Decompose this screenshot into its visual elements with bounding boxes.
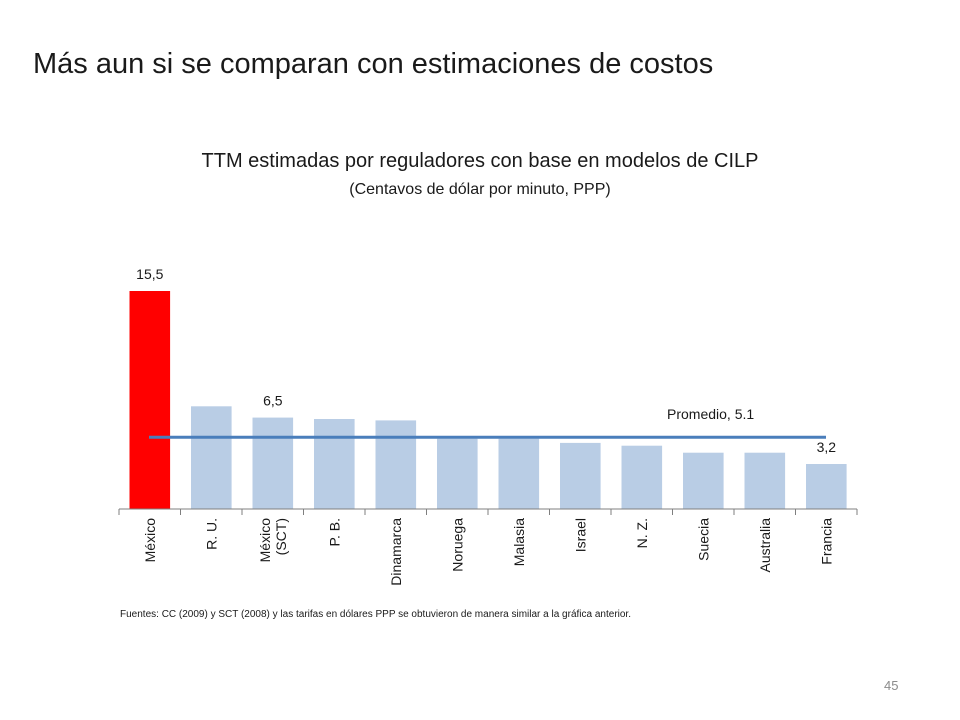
bar-10 <box>683 452 724 509</box>
bar-8 <box>560 442 601 509</box>
slide-title: Más aun si se comparan con estimaciones … <box>33 48 714 80</box>
x-tick-label: P. B. <box>326 518 342 547</box>
x-tick-label: Francia <box>818 518 834 565</box>
bar-6 <box>437 438 478 509</box>
x-tick-label: Australia <box>757 518 773 573</box>
bar-11 <box>744 452 786 509</box>
bar-4 <box>314 419 355 509</box>
x-tick-label: México <box>142 518 158 563</box>
bar-3 <box>252 417 294 509</box>
data-label: 3,2 <box>817 439 837 455</box>
chart-title: TTM estimadas por reguladores con base e… <box>201 150 759 172</box>
bar-12 <box>806 464 847 509</box>
bar-1 <box>129 291 171 509</box>
bar-2 <box>191 406 232 509</box>
data-label: 15,5 <box>136 266 163 282</box>
bar-7 <box>498 438 540 509</box>
x-tick-label: México(SCT) <box>257 518 289 563</box>
average-label: Promedio, 5.1 <box>667 406 754 422</box>
page-number: 45 <box>884 678 899 693</box>
x-tick-label: Malasia <box>511 518 527 566</box>
chart-subtitle: (Centavos de dólar por minuto, PPP) <box>349 181 611 198</box>
bar-5 <box>375 420 417 509</box>
x-tick-label: Israel <box>572 518 588 552</box>
data-label: 6,5 <box>263 393 283 409</box>
source-note: Fuentes: CC (2009) y SCT (2008) y las ta… <box>120 609 631 620</box>
x-tick-label: R. U. <box>203 518 219 550</box>
x-tick-label: Suecia <box>695 518 711 561</box>
x-tick-label: N. Z. <box>634 518 650 548</box>
x-tick-label: Dinamarca <box>388 518 404 586</box>
bar-9 <box>621 445 663 509</box>
x-tick-label: Noruega <box>449 518 465 572</box>
